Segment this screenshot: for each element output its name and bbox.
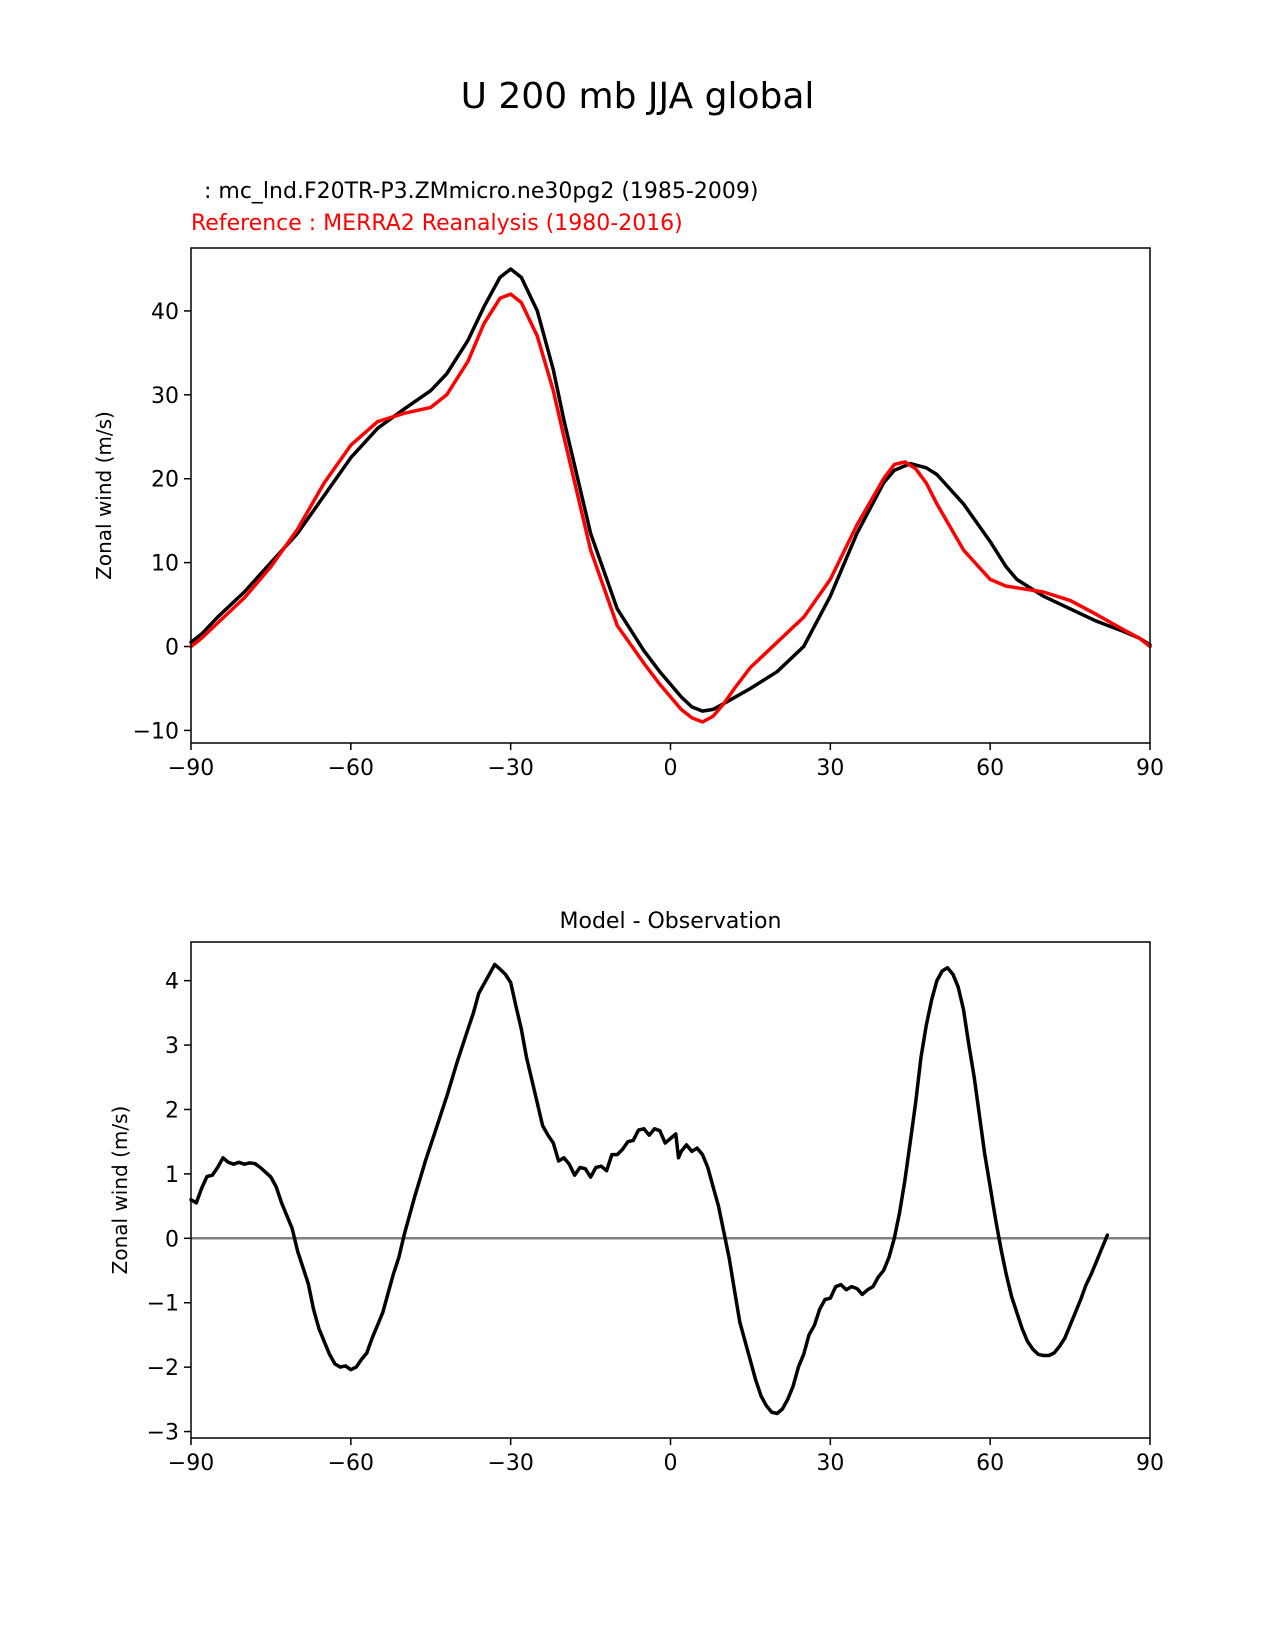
x-tick-label: 90	[1136, 756, 1164, 781]
y-axis-label: Zonal wind (m/s)	[108, 1106, 132, 1275]
y-axis-ticks: −10 0 10 20 30 40	[133, 300, 191, 744]
plot-area-frame	[190, 941, 1151, 1439]
x-tick-label: −30	[487, 756, 533, 781]
y-tick-label: 3	[165, 1034, 179, 1059]
y-axis-ticks: −3 −2 −1 0 1 2 3 4	[147, 970, 191, 1446]
y-axis-label: Zonal wind (m/s)	[92, 411, 116, 580]
plot-area-frame	[190, 247, 1151, 744]
x-tick-label: −60	[328, 756, 374, 781]
reference-label: Reference : MERRA2 Reanalysis (1980-2016…	[191, 211, 683, 236]
x-tick-label: −60	[328, 1451, 374, 1476]
test-case-label: : mc_lnd.F20TR-P3.ZMmicro.ne30pg2 (1985-…	[197, 179, 758, 204]
x-tick-label: 90	[1136, 1451, 1164, 1476]
x-tick-label: 30	[816, 756, 844, 781]
x-tick-label: 60	[976, 756, 1004, 781]
y-tick-label: −3	[147, 1421, 179, 1446]
figure-suptitle: U 200 mb JJA global	[461, 76, 815, 117]
series-line-primary	[189, 267, 1152, 713]
y-tick-label: 40	[151, 300, 179, 325]
x-tick-label: 60	[976, 1451, 1004, 1476]
y-tick-label: −10	[133, 719, 179, 744]
y-tick-label: 4	[165, 970, 179, 995]
y-axis-label-group: Zonal wind (m/s)	[108, 1106, 132, 1275]
series-line-primary	[189, 962, 1110, 1416]
x-axis-ticks: −90 −60 −30 0 30 60 90	[168, 1438, 1164, 1476]
series-line-secondary	[189, 292, 1152, 724]
y-tick-label: 2	[165, 1098, 179, 1123]
x-axis-ticks: −90 −60 −30 0 30 60 90	[168, 743, 1164, 781]
x-tick-label: 30	[816, 1451, 844, 1476]
difference-panel-title: Model - Observation	[560, 909, 782, 934]
x-tick-label: 0	[664, 756, 678, 781]
model-minus-observation-panel: Model - Observation Zonal wind (m/s) −90…	[108, 909, 1164, 1476]
series-lines	[189, 267, 1152, 724]
y-axis-label-group: Zonal wind (m/s)	[92, 411, 116, 580]
x-tick-label: −30	[487, 1451, 533, 1476]
zonal-wind-comparison-panel: : mc_lnd.F20TR-P3.ZMmicro.ne30pg2 (1985-…	[92, 179, 1164, 781]
series-lines	[189, 962, 1110, 1416]
y-tick-label: 30	[151, 384, 179, 409]
x-tick-label: 0	[664, 1451, 678, 1476]
y-tick-label: 10	[151, 552, 179, 577]
y-tick-label: −2	[147, 1356, 179, 1381]
y-tick-label: 1	[165, 1163, 179, 1188]
y-tick-label: −1	[147, 1292, 179, 1317]
y-tick-label: 0	[165, 1227, 179, 1252]
x-tick-label: −90	[168, 1451, 214, 1476]
y-tick-label: 0	[165, 636, 179, 661]
y-tick-label: 20	[151, 468, 179, 493]
x-tick-label: −90	[168, 756, 214, 781]
